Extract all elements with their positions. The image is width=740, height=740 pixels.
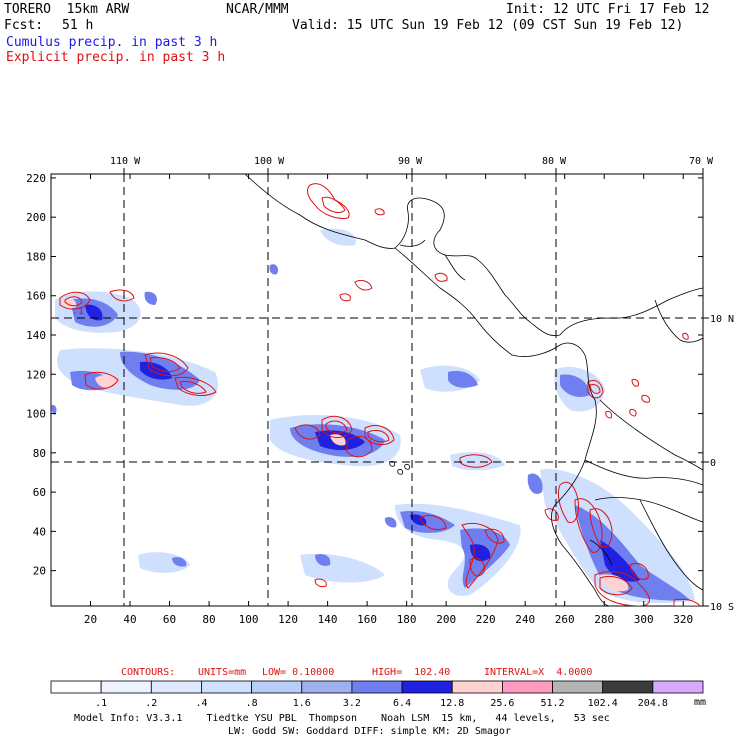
colorbar-swatch: [100, 680, 152, 694]
coastlines: [244, 174, 703, 606]
axis-ticks: [51, 174, 703, 606]
y-axis-labels: 20 40 60 80 100 120 140 160 180 200 220: [26, 172, 46, 578]
lon-label: 90 W: [398, 156, 423, 167]
contours-interval: INTERVAL=X 4.0000: [484, 667, 593, 678]
contours-high: HIGH= 102.40: [372, 667, 451, 678]
y-tick-label: 100: [26, 408, 46, 421]
colorbar-swatch: [251, 680, 303, 694]
lon-label: 110 W: [110, 156, 141, 167]
x-tick-label: 80: [202, 613, 215, 626]
colorbar-swatch: [50, 680, 102, 694]
x-tick-label: 60: [163, 613, 176, 626]
colorbar-label: 51.2: [540, 698, 564, 709]
y-tick-label: 20: [33, 565, 46, 578]
colorbar-swatch: [602, 680, 654, 694]
colorbar-swatch: [501, 680, 553, 694]
lat-label: 10 S: [710, 602, 734, 613]
x-tick-label: 200: [436, 613, 456, 626]
contours-units: UNITS=mm: [198, 667, 247, 678]
model-info-line1: Model Info: V3.3.1 Tiedtke YSU PBL Thomp…: [74, 713, 610, 724]
x-tick-label: 240: [515, 613, 535, 626]
contours-label: CONTOURS:: [121, 667, 176, 678]
colorbar-swatch: [351, 680, 403, 694]
init-time: Init: 12 UTC Fri 17 Feb 12: [506, 2, 710, 17]
y-tick-label: 220: [26, 172, 46, 185]
model-info-line2: LW: Godd SW: Goddard DIFF: simple KM: 2D…: [228, 726, 511, 737]
colorbar-label: .2: [145, 698, 157, 709]
colorbar-swatch: [401, 680, 453, 694]
x-tick-label: 120: [278, 613, 298, 626]
y-tick-label: 200: [26, 211, 46, 224]
explicit-contours: [59, 183, 701, 606]
x-tick-label: 180: [397, 613, 417, 626]
x-tick-label: 140: [318, 613, 338, 626]
colorbar-swatch: [552, 680, 604, 694]
y-tick-label: 60: [33, 486, 46, 499]
colorbar-swatch: [201, 680, 253, 694]
colorbar-label: .8: [246, 698, 258, 709]
lat-label: 0: [710, 458, 716, 469]
colorbar-label: .1: [95, 698, 107, 709]
colorbar-label: 12.8: [440, 698, 464, 709]
contour-label: .1: [72, 306, 84, 317]
lon-label: 80 W: [542, 156, 567, 167]
lon-label: 100 W: [254, 156, 285, 167]
colorbar-unit: mm: [694, 697, 707, 708]
colorbar-labels: .1 .2 .4 .8 1.6 3.2 6.4 12.8 25.6 51.2 102.4 204.8: [95, 698, 668, 709]
colorbar-label: 204.8: [638, 698, 668, 709]
center-name: NCAR/MMM: [226, 2, 289, 17]
x-tick-label: 160: [357, 613, 377, 626]
lon-label: 70 W: [689, 156, 714, 167]
colorbar-swatch: [652, 680, 704, 694]
colorbar-label: .4: [195, 698, 207, 709]
y-tick-label: 40: [33, 525, 46, 538]
field-explicit-title: Explicit precip. in past 3 h: [6, 50, 226, 65]
colorbar-swatch: [301, 680, 353, 694]
colorbar-label: 3.2: [343, 698, 361, 709]
y-tick-label: 80: [33, 447, 46, 460]
x-tick-label: 300: [634, 613, 654, 626]
valid-time: Valid: 15 UTC Sun 19 Feb 12 (09 CST Sun …: [292, 18, 684, 33]
y-tick-label: 140: [26, 329, 46, 342]
y-tick-label: 180: [26, 250, 46, 263]
x-tick-label: 20: [84, 613, 97, 626]
contours-low: LOW= 0.10000: [262, 667, 335, 678]
colorbar-swatch: [150, 680, 202, 694]
lat-lon-grid: [51, 174, 703, 606]
x-axis-labels: 20 40 60 80 100 120 140 160 180 200 220 240 260 280 30…: [84, 613, 693, 626]
colorbar-label: 1.6: [293, 698, 311, 709]
x-tick-label: 40: [123, 613, 136, 626]
y-tick-label: 160: [26, 290, 46, 303]
colorbar-swatch: [451, 680, 503, 694]
colorbar: [50, 680, 704, 694]
x-tick-label: 320: [673, 613, 693, 626]
colorbar-label: 102.4: [588, 698, 618, 709]
x-tick-label: 220: [476, 613, 496, 626]
x-tick-label: 100: [239, 613, 259, 626]
y-tick-label: 120: [26, 368, 46, 381]
forecast-hours: 51 h: [62, 18, 94, 33]
field-cumulus-title: Cumulus precip. in past 3 h: [6, 35, 218, 50]
latitude-labels: 10 N 0 10 S: [703, 314, 734, 613]
x-tick-label: 260: [555, 613, 575, 626]
forecast-label: Fcst:: [4, 18, 44, 33]
colorbar-label: 6.4: [393, 698, 411, 709]
lat-label: 10 N: [710, 314, 734, 325]
colorbar-label: 25.6: [490, 698, 514, 709]
x-tick-label: 280: [594, 613, 614, 626]
model-name: TORERO 15km ARW: [4, 2, 130, 17]
longitude-labels: 110 W 100 W 90 W 80 W 70 W: [110, 156, 714, 174]
